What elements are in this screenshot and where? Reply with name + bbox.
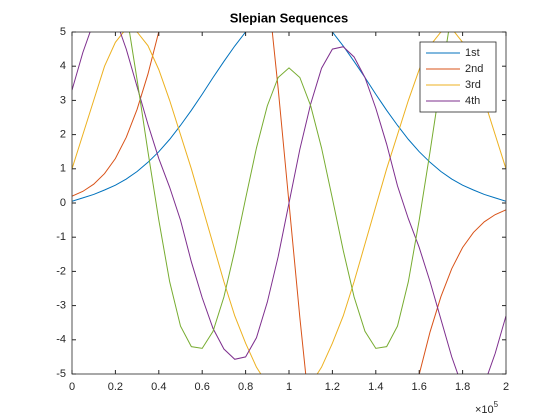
x-multiplier-exponent: 5: [494, 400, 499, 409]
legend-label: 4th: [465, 95, 480, 107]
x-tick-label: 1.8: [455, 381, 470, 393]
y-tick-label: -2: [56, 265, 66, 277]
series-line: [72, 32, 506, 374]
y-tick-label: -4: [56, 334, 66, 346]
x-multiplier: ×105: [475, 400, 499, 416]
y-tick-label: -1: [56, 231, 66, 243]
series-line: [72, 32, 506, 374]
y-tick-label: 1: [60, 163, 66, 175]
x-tick-label: 1: [286, 381, 292, 393]
series-line: [128, 32, 450, 349]
legend-label: 2nd: [465, 63, 483, 75]
x-tick-label: 1.2: [325, 381, 340, 393]
x-multiplier-base: ×10: [475, 404, 494, 416]
legend-label: 1st: [465, 47, 480, 59]
y-tick-label: -3: [56, 300, 66, 312]
series-line: [72, 32, 506, 202]
y-tick-label: 3: [60, 94, 66, 106]
x-tick-label: 0: [69, 381, 75, 393]
y-tick-label: 0: [60, 197, 66, 209]
x-tick-label: 1.6: [412, 381, 427, 393]
plot-lines: [72, 32, 506, 374]
y-tick-label: 4: [60, 60, 66, 72]
y-tick-label: 2: [60, 129, 66, 141]
x-tick-label: 1.4: [368, 381, 383, 393]
legend-label: 3rd: [465, 79, 481, 91]
x-tick-label: 0.4: [151, 381, 166, 393]
y-tick-label: -5: [56, 368, 66, 380]
legend-box: [419, 41, 497, 113]
x-tick-label: 0.8: [238, 381, 253, 393]
x-tick-label: 0.6: [195, 381, 210, 393]
y-tick-label: 5: [60, 26, 66, 38]
x-tick-label: 0.2: [108, 381, 123, 393]
x-tick-label: 2: [503, 381, 509, 393]
chart-title: Slepian Sequences: [230, 10, 349, 25]
